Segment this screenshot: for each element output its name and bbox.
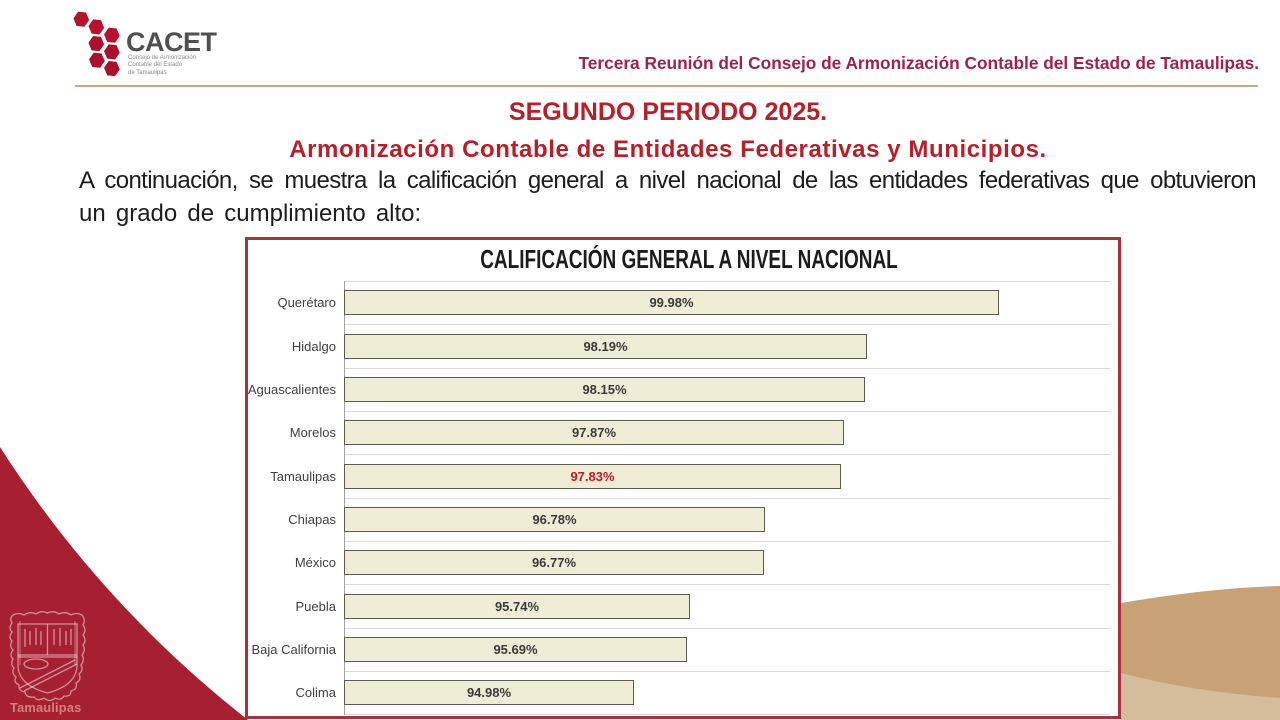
svg-text:Tamaulipas: Tamaulipas: [10, 700, 81, 715]
